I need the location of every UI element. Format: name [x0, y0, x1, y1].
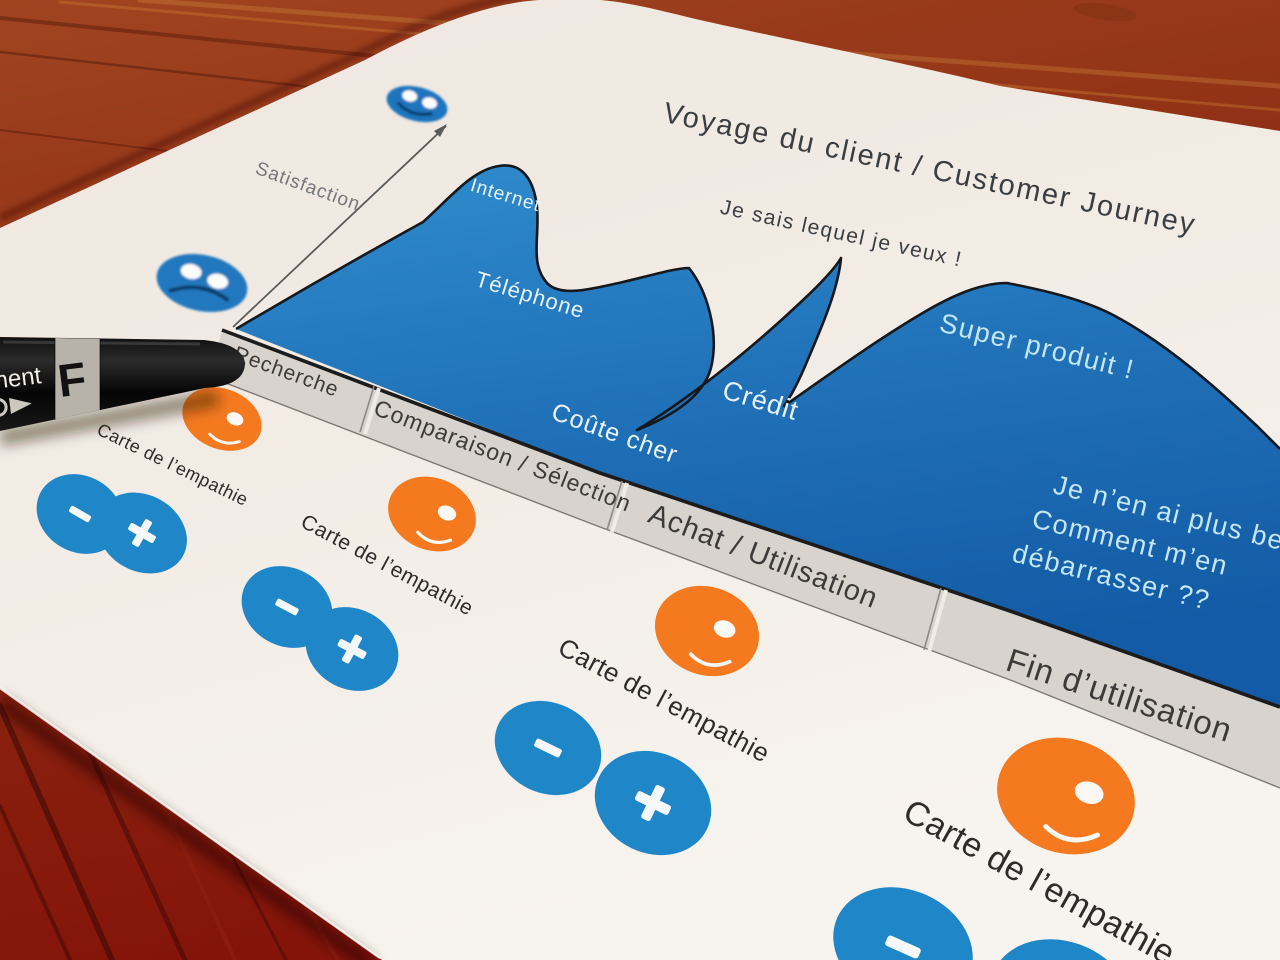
paper-top-shadow [0, 0, 518, 222]
marker-pen: F ment [0, 337, 245, 447]
orange-smiley-icon [997, 737, 1135, 855]
phase-band-strip [210, 330, 1280, 788]
orange-smiley-icon [654, 585, 760, 677]
journey-area [236, 165, 1280, 710]
marker-grade-label: F [55, 352, 89, 407]
plus-dot-icon [594, 750, 712, 856]
chart-baseline [221, 328, 1280, 709]
paper-bottom-shadow [0, 695, 377, 960]
journey-outline [235, 164, 1280, 450]
plus-dot-icon [97, 492, 187, 574]
minus-dot-icon [833, 887, 973, 960]
minus-dot-icon [494, 700, 602, 796]
axis-arrow-icon [434, 124, 447, 137]
marker-shadow [0, 389, 220, 447]
band-bottom-edge [209, 376, 1280, 789]
orange-smiley-icon [388, 476, 476, 552]
marker-grade-ring [55, 338, 100, 420]
marker-highlight [2, 340, 201, 346]
happy-smiley-icon [386, 85, 448, 123]
band-dividers [359, 385, 948, 653]
axis-line [232, 125, 447, 328]
plus-dot-icon [305, 607, 399, 691]
sad-smiley-icon [156, 253, 248, 313]
marker-logo-triangle-icon [0, 397, 32, 417]
marker-ring-edges [54, 338, 101, 420]
paper-edge-highlight [0, 686, 381, 960]
journey-curve [235, 164, 1280, 710]
